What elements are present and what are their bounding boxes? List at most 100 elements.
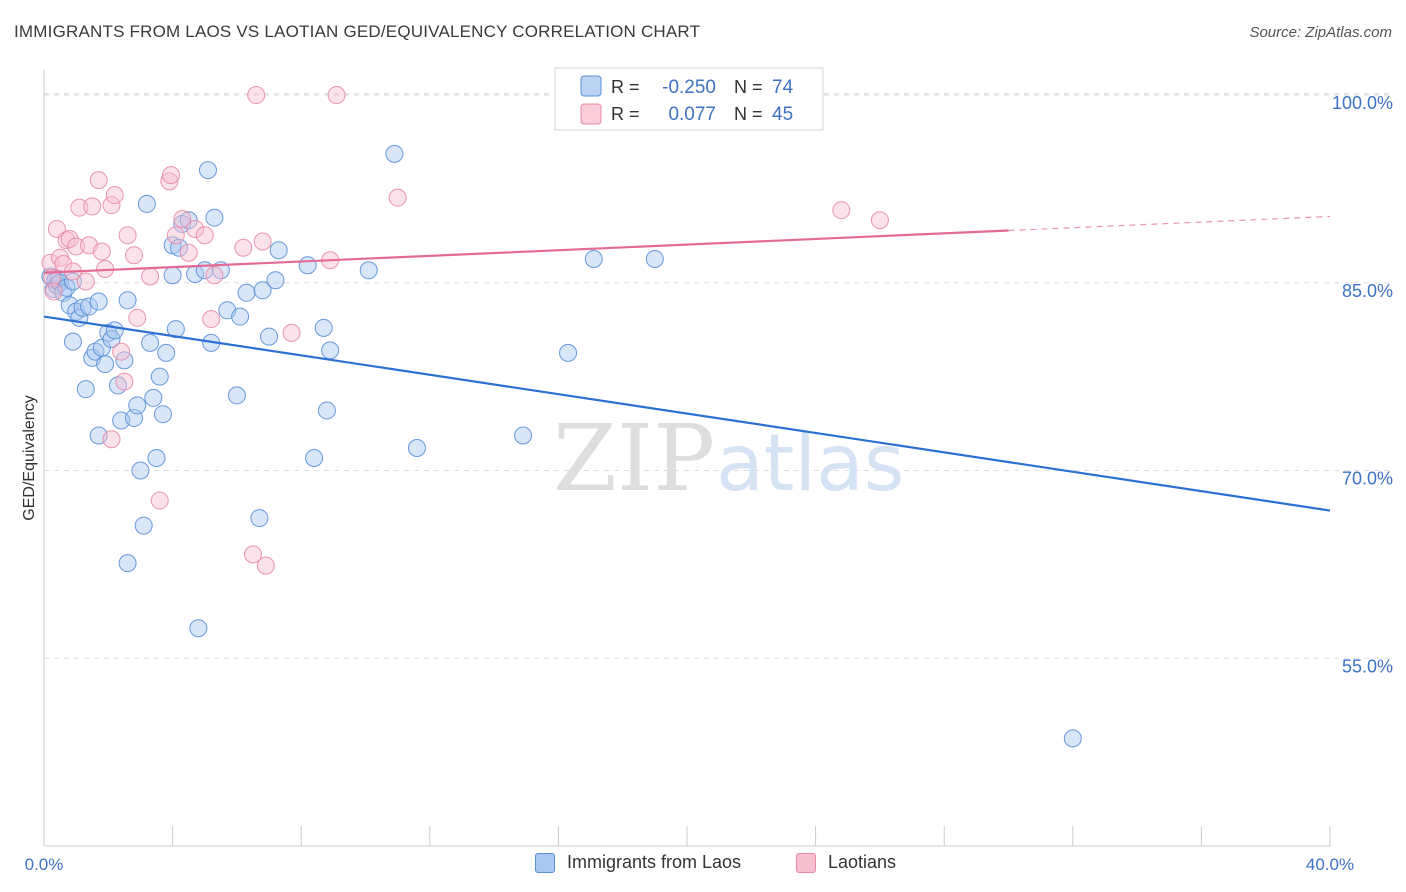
series-laotians xyxy=(41,86,889,575)
point-laos-56 xyxy=(237,283,256,302)
point-laotians-28 xyxy=(166,226,185,245)
point-laos-14 xyxy=(76,380,95,399)
point-laos-55 xyxy=(231,307,250,326)
watermark-zip: ZIP xyxy=(553,405,715,512)
point-laos-32 xyxy=(134,516,153,535)
point-laos-10 xyxy=(63,272,82,291)
point-laos-71 xyxy=(559,343,578,362)
point-laos-38 xyxy=(153,405,172,424)
legend-stats: R = -0.250 N = 74 R = 0.077 N = 45 xyxy=(554,67,824,131)
point-laotians-11 xyxy=(76,272,95,291)
point-laotians-13 xyxy=(83,197,102,216)
point-laotians-9 xyxy=(67,237,86,256)
y-tick-label-70: 70.0% xyxy=(1342,469,1393,489)
x-tick-label-min: 0.0% xyxy=(25,855,64,874)
source-label: Source: ZipAtlas.com xyxy=(1249,24,1392,41)
point-laos-42 xyxy=(166,320,185,339)
point-laos-39 xyxy=(157,343,176,362)
legend-swatch-pink xyxy=(580,103,602,125)
legend-n-label-blue: N = xyxy=(734,77,763,97)
legend-r-value-blue: -0.250 xyxy=(662,77,716,98)
point-laos-66 xyxy=(321,341,340,360)
point-laos-9 xyxy=(63,332,82,351)
point-laotians-46 xyxy=(253,232,272,251)
point-laos-59 xyxy=(260,327,279,346)
legend-item-laotians: Laotians xyxy=(796,852,896,873)
legend-n-value-blue: 74 xyxy=(772,77,794,98)
point-laotians-21 xyxy=(118,226,137,245)
point-laos-51 xyxy=(205,208,224,227)
point-laotians-15 xyxy=(92,242,111,261)
point-laos-33 xyxy=(137,194,156,213)
watermark-atlas: atlas xyxy=(716,419,905,509)
y-tick-label-100: 100.0% xyxy=(1332,93,1393,113)
legend-label-immigrants-from-laos: Immigrants from Laos xyxy=(567,852,742,872)
point-laos-67 xyxy=(359,261,378,280)
legend-series: Immigrants from Laos Laotians xyxy=(0,852,1406,878)
point-laos-13 xyxy=(73,298,92,317)
trendline-laotians xyxy=(43,229,1009,274)
point-laotians-19 xyxy=(112,342,131,361)
point-laotians-44 xyxy=(870,211,889,230)
point-laotians-34 xyxy=(205,266,224,285)
point-laos-69 xyxy=(407,438,426,457)
point-laotians-18 xyxy=(105,186,124,205)
point-laos-35 xyxy=(144,388,163,407)
watermark: ZIP atlas xyxy=(553,405,905,512)
point-laos-75 xyxy=(118,554,137,573)
point-laos-47 xyxy=(189,619,208,638)
legend-n-value-pink: 45 xyxy=(772,104,793,125)
legend-r-label-blue: R = xyxy=(611,77,640,97)
point-laotians-23 xyxy=(128,308,147,327)
point-laotians-45 xyxy=(102,430,121,449)
point-laotians-24 xyxy=(141,267,160,286)
point-laos-74 xyxy=(1063,729,1082,748)
point-laotians-20 xyxy=(115,372,134,391)
trendline-laos xyxy=(43,315,1331,512)
point-laos-73 xyxy=(645,249,664,268)
point-laotians-31 xyxy=(186,219,205,238)
series-immigrants-from-laos xyxy=(41,144,1082,748)
point-laotians-30 xyxy=(179,243,198,262)
y-tick-label-85: 85.0% xyxy=(1342,281,1393,301)
point-laotians-2 xyxy=(44,282,63,301)
point-laos-31 xyxy=(131,461,150,480)
point-laos-72 xyxy=(584,249,603,268)
gridlines xyxy=(44,93,1390,659)
point-laotians-14 xyxy=(89,171,108,190)
x-ticks xyxy=(43,826,1331,846)
point-laotians-10 xyxy=(70,198,89,217)
point-laotians-7 xyxy=(60,229,79,248)
point-laotians-37 xyxy=(247,86,266,105)
point-laotians-0 xyxy=(41,253,60,272)
point-laos-54 xyxy=(227,386,246,405)
point-laotians-29 xyxy=(173,209,192,228)
point-laotians-32 xyxy=(195,226,214,245)
point-laotians-38 xyxy=(256,556,275,575)
legend-swatch-blue xyxy=(580,75,602,97)
y-axis-label: GED/Equivalency xyxy=(21,395,38,520)
legend-swatch-laotians xyxy=(796,852,816,873)
point-laotians-35 xyxy=(234,238,253,257)
point-laos-63 xyxy=(305,449,324,467)
point-laos-60 xyxy=(266,271,285,290)
point-laos-45 xyxy=(179,211,198,230)
point-laos-57 xyxy=(250,509,269,528)
point-laotians-41 xyxy=(327,86,346,105)
legend-r-value-pink: 0.077 xyxy=(668,104,716,125)
point-laotians-42 xyxy=(388,188,407,207)
point-laos-58 xyxy=(253,281,272,300)
point-laotians-39 xyxy=(282,323,301,342)
point-laos-37 xyxy=(150,367,169,386)
point-laotians-22 xyxy=(125,246,144,265)
y-tick-labels: 55.0% 70.0% 85.0% 100.0% xyxy=(1332,93,1393,676)
point-laos-68 xyxy=(385,144,404,163)
point-laotians-26 xyxy=(160,172,179,191)
point-laos-62 xyxy=(298,256,317,275)
point-laos-18 xyxy=(89,292,108,311)
legend-item-immigrants-from-laos: Immigrants from Laos xyxy=(535,852,741,873)
point-laos-15 xyxy=(80,297,99,316)
legend-label-laotians: Laotians xyxy=(828,852,897,872)
point-laos-30 xyxy=(128,396,147,415)
